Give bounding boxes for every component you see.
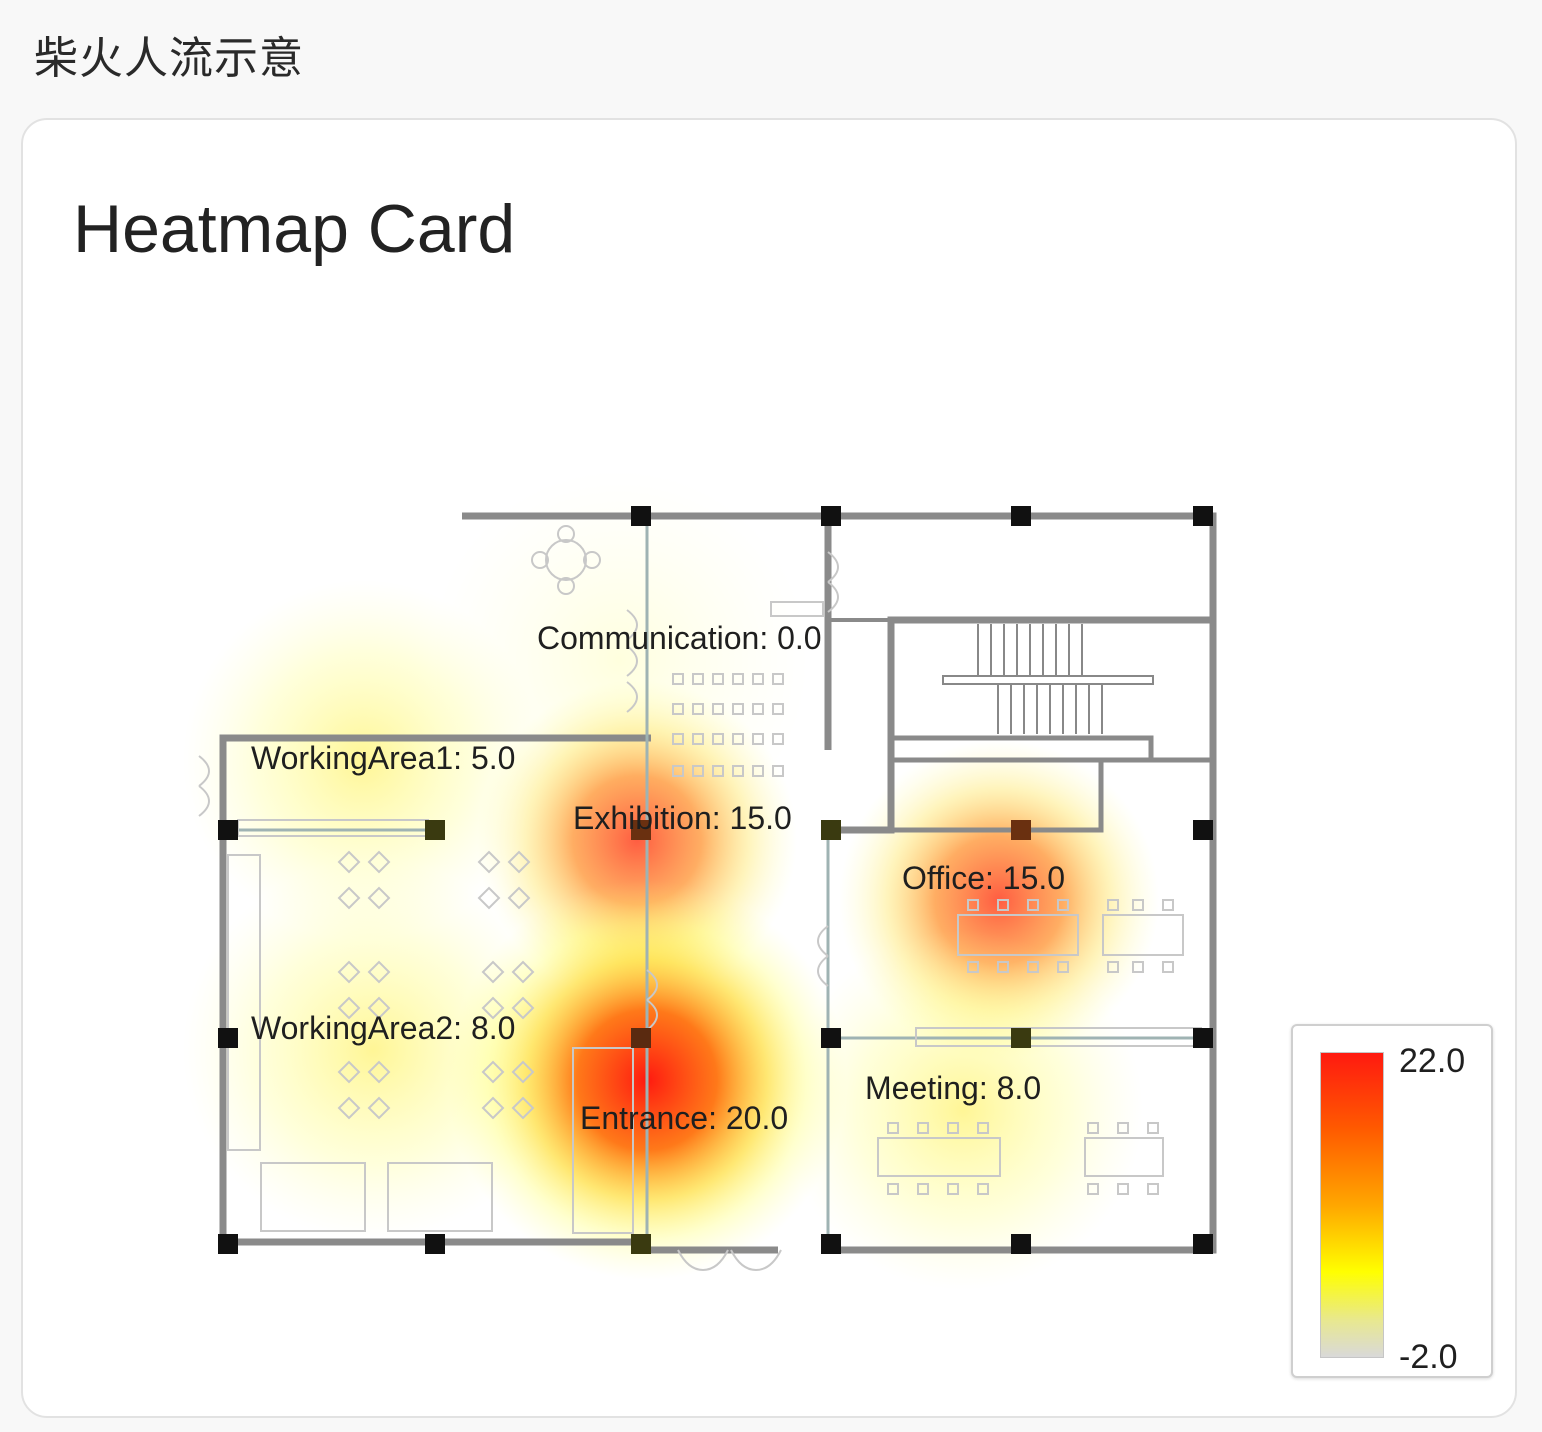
columns: [218, 506, 1213, 1254]
zone-label-communication: Communication: 0.0: [537, 620, 822, 656]
zone-label-meeting: Meeting: 8.0: [865, 1070, 1042, 1106]
page-header: 柴火人流示意: [34, 33, 304, 84]
card-title: Heatmap Card: [73, 191, 516, 267]
heat-blob-meeting: [783, 930, 1143, 1290]
staircase: [942, 624, 1154, 734]
heatmap-card: Heatmap Card: [21, 118, 1517, 1418]
zone-label-working-area-2: WorkingArea2: 8.0: [251, 1010, 516, 1046]
heat-layer: [183, 470, 1159, 1290]
floor-plan: Communication: 0.0 WorkingArea1: 5.0 Exh…: [23, 120, 1515, 1416]
legend-min-label: -2.0: [1399, 1338, 1458, 1376]
zone-label-office: Office: 15.0: [902, 860, 1066, 896]
legend-max-label: 22.0: [1399, 1042, 1466, 1080]
zone-label-exhibition: Exhibition: 15.0: [573, 800, 792, 836]
floor-plan-drawing: [183, 470, 1217, 1290]
legend-gradient-bar: [1320, 1052, 1384, 1358]
color-legend: 22.0 -2.0: [1291, 1024, 1493, 1378]
zone-label-entrance: Entrance: 20.0: [580, 1100, 789, 1136]
zone-label-working-area-1: WorkingArea1: 5.0: [251, 740, 516, 776]
heat-blob-working-area-1: [183, 580, 543, 940]
